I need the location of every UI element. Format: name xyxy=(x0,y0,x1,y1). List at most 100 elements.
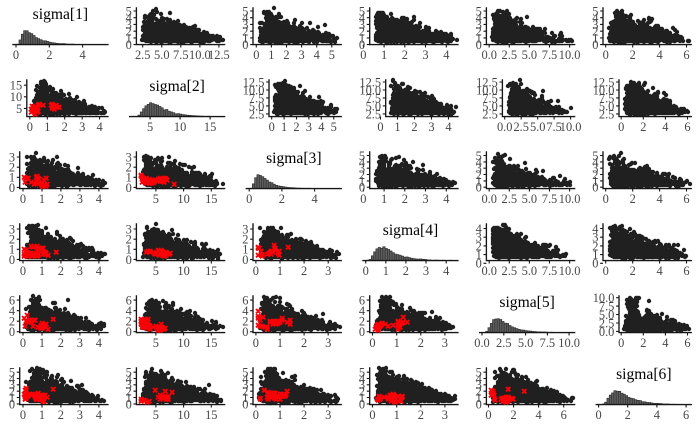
svg-text:2: 2 xyxy=(592,239,598,253)
svg-text:2: 2 xyxy=(625,408,631,422)
svg-text:10: 10 xyxy=(177,336,189,350)
svg-text:6: 6 xyxy=(9,294,15,308)
svg-text:1: 1 xyxy=(476,174,482,188)
svg-text:10.0: 10.0 xyxy=(559,192,581,206)
svg-text:6: 6 xyxy=(561,408,567,422)
svg-text:0: 0 xyxy=(359,325,365,339)
svg-text:3: 3 xyxy=(242,378,248,392)
svg-text:15: 15 xyxy=(205,264,217,278)
svg-text:2: 2 xyxy=(630,264,636,278)
svg-text:5: 5 xyxy=(153,408,159,422)
svg-text:4: 4 xyxy=(242,11,248,25)
svg-text:2: 2 xyxy=(9,233,15,247)
svg-text:4: 4 xyxy=(656,48,662,62)
svg-text:2: 2 xyxy=(242,315,248,329)
svg-text:2: 2 xyxy=(640,120,646,134)
svg-text:10: 10 xyxy=(174,120,186,134)
svg-text:3: 3 xyxy=(592,18,598,32)
svg-text:2.5: 2.5 xyxy=(249,107,265,121)
svg-text:10.0: 10.0 xyxy=(243,83,265,97)
svg-text:0: 0 xyxy=(246,192,252,206)
svg-text:7.5: 7.5 xyxy=(599,91,615,105)
svg-text:3: 3 xyxy=(126,18,132,32)
svg-text:3: 3 xyxy=(126,378,132,392)
svg-text:1: 1 xyxy=(242,243,248,257)
svg-text:1: 1 xyxy=(242,391,248,405)
svg-text:5.0: 5.0 xyxy=(249,99,265,113)
svg-text:5: 5 xyxy=(476,149,482,163)
svg-text:4: 4 xyxy=(318,120,324,134)
svg-text:4: 4 xyxy=(592,222,598,236)
svg-text:10.0: 10.0 xyxy=(359,83,381,97)
svg-text:5.0: 5.0 xyxy=(518,336,534,350)
svg-text:1: 1 xyxy=(277,264,283,278)
svg-text:2: 2 xyxy=(9,315,15,329)
svg-text:0: 0 xyxy=(592,181,598,195)
svg-text:4: 4 xyxy=(126,11,132,25)
svg-text:10: 10 xyxy=(177,408,189,422)
svg-text:5: 5 xyxy=(126,4,132,18)
svg-text:3: 3 xyxy=(442,336,448,350)
svg-text:1: 1 xyxy=(476,248,482,262)
svg-text:4: 4 xyxy=(359,11,365,25)
svg-text:5: 5 xyxy=(16,102,22,116)
svg-text:4: 4 xyxy=(96,192,102,206)
svg-text:3: 3 xyxy=(428,120,434,134)
svg-text:3: 3 xyxy=(77,264,83,278)
svg-text:5: 5 xyxy=(359,149,365,163)
svg-text:0: 0 xyxy=(369,408,375,422)
svg-text:4: 4 xyxy=(242,304,248,318)
svg-text:0: 0 xyxy=(592,257,598,271)
svg-text:2: 2 xyxy=(403,264,409,278)
svg-text:1: 1 xyxy=(381,48,387,62)
svg-text:6: 6 xyxy=(683,264,689,278)
svg-text:5.0: 5.0 xyxy=(599,99,615,113)
svg-text:0.0: 0.0 xyxy=(474,336,490,350)
svg-text:4: 4 xyxy=(79,48,85,62)
svg-text:5.0: 5.0 xyxy=(522,264,538,278)
svg-text:10.0: 10.0 xyxy=(476,83,498,97)
svg-text:7.5: 7.5 xyxy=(542,48,558,62)
svg-text:5: 5 xyxy=(592,149,598,163)
svg-text:3: 3 xyxy=(325,336,331,350)
svg-text:0: 0 xyxy=(369,336,375,350)
svg-text:1: 1 xyxy=(592,248,598,262)
svg-text:1: 1 xyxy=(242,31,248,45)
svg-text:15: 15 xyxy=(204,120,216,134)
svg-text:3: 3 xyxy=(242,18,248,32)
svg-text:2: 2 xyxy=(301,408,307,422)
svg-text:1: 1 xyxy=(39,408,45,422)
svg-text:4: 4 xyxy=(443,48,449,62)
svg-text:3: 3 xyxy=(423,264,429,278)
svg-text:10.0: 10.0 xyxy=(558,336,580,350)
svg-text:6: 6 xyxy=(684,336,690,350)
svg-text:7.5: 7.5 xyxy=(546,120,562,134)
svg-text:1: 1 xyxy=(268,48,274,62)
svg-text:3: 3 xyxy=(476,231,482,245)
svg-text:2: 2 xyxy=(301,336,307,350)
svg-text:0: 0 xyxy=(13,48,19,62)
svg-text:2.5: 2.5 xyxy=(502,48,518,62)
svg-text:1: 1 xyxy=(476,391,482,405)
svg-text:5.0: 5.0 xyxy=(366,99,382,113)
svg-text:7.5: 7.5 xyxy=(540,336,556,350)
svg-text:7.5: 7.5 xyxy=(542,192,558,206)
svg-text:5: 5 xyxy=(359,366,365,380)
svg-text:0.0: 0.0 xyxy=(481,48,497,62)
svg-text:1: 1 xyxy=(9,243,15,257)
svg-text:5: 5 xyxy=(9,366,15,380)
svg-text:0: 0 xyxy=(253,408,259,422)
svg-text:sigma[5]: sigma[5] xyxy=(499,294,554,311)
svg-text:10.0: 10.0 xyxy=(560,120,582,134)
svg-text:2.5: 2.5 xyxy=(502,264,518,278)
svg-text:10.0: 10.0 xyxy=(593,291,615,305)
svg-text:3: 3 xyxy=(9,222,15,236)
svg-text:5.0: 5.0 xyxy=(482,99,498,113)
svg-text:4: 4 xyxy=(311,192,317,206)
svg-text:1: 1 xyxy=(359,174,365,188)
svg-text:4: 4 xyxy=(476,372,482,386)
svg-text:0: 0 xyxy=(360,48,366,62)
svg-text:0: 0 xyxy=(377,120,383,134)
svg-text:7.5: 7.5 xyxy=(366,91,382,105)
svg-text:15: 15 xyxy=(10,79,22,93)
